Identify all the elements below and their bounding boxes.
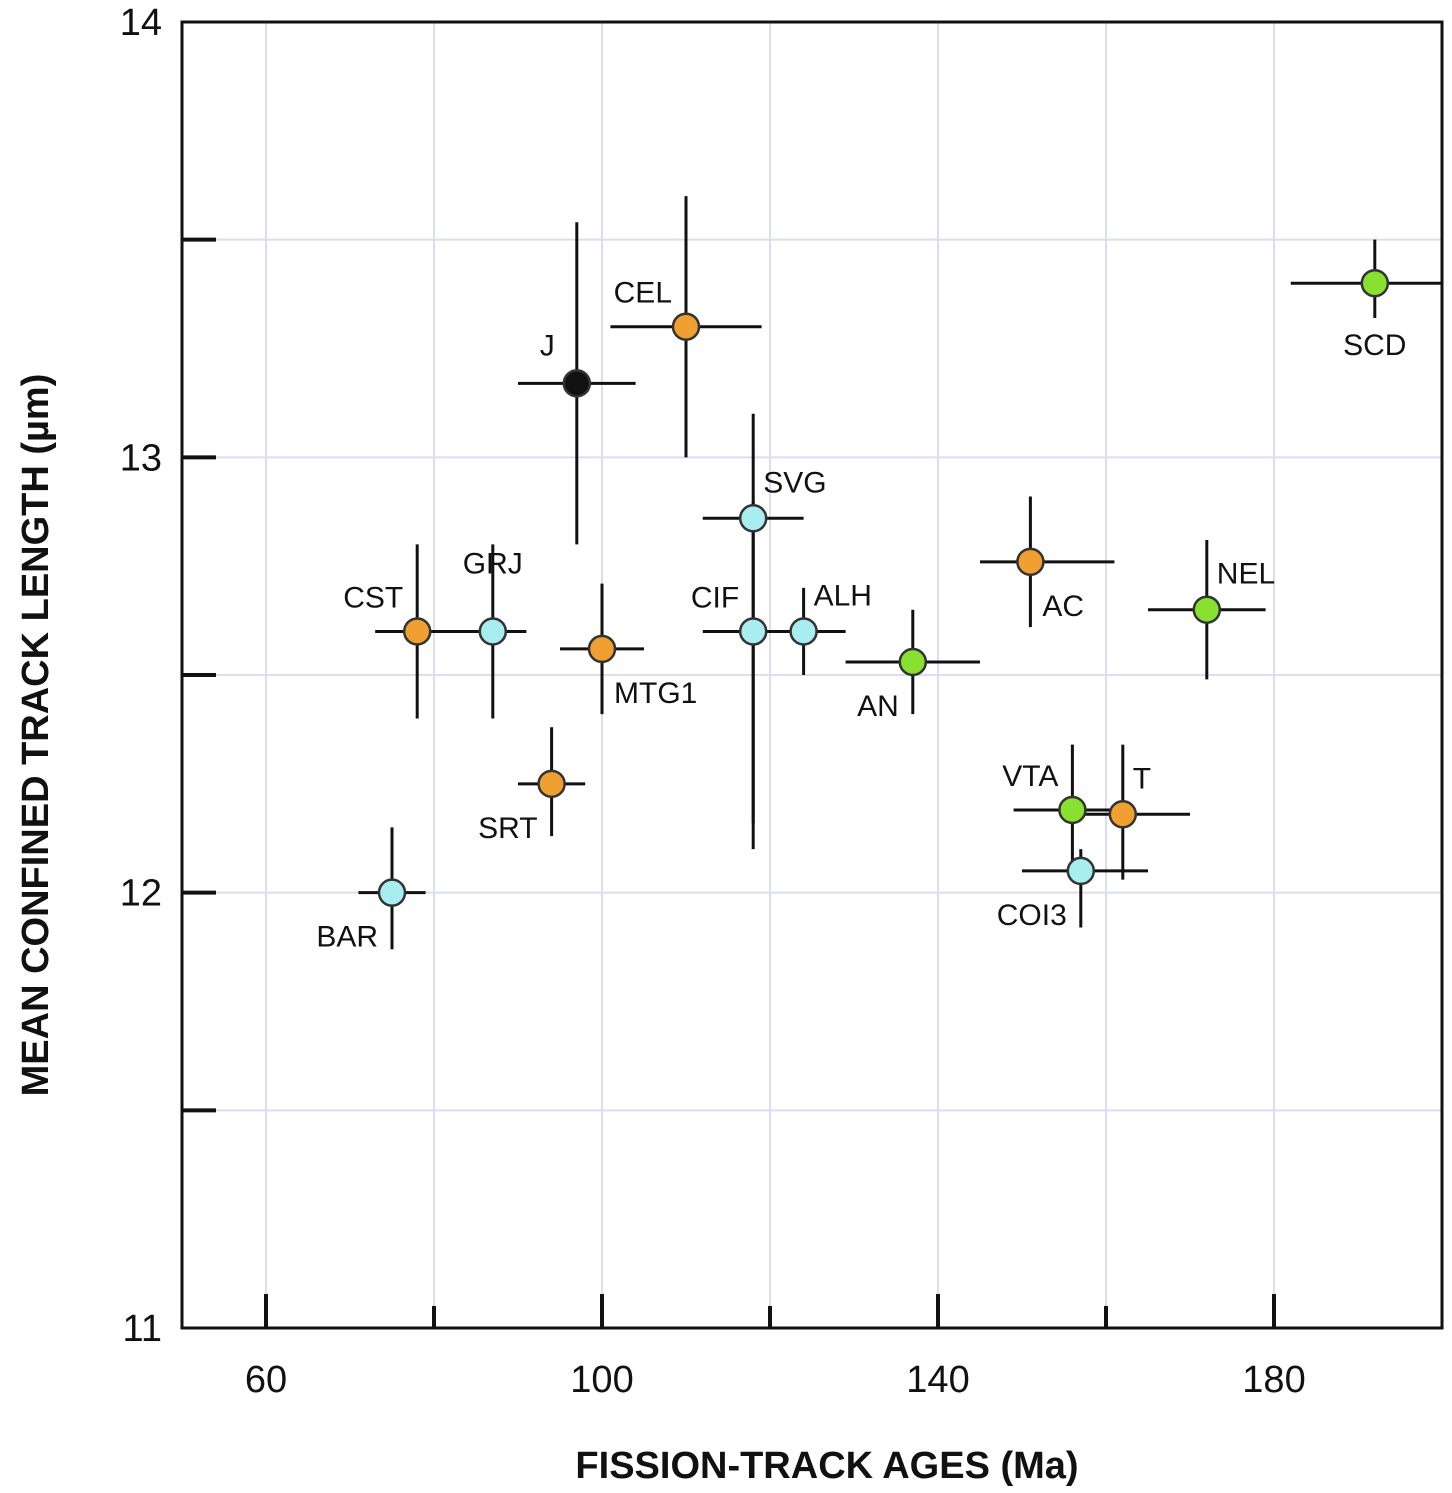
data-point (1016, 547, 1045, 577)
x-tick-label: 100 (570, 1359, 633, 1401)
point-label: ALH (814, 579, 872, 612)
y-axis-title: MEAN CONFINED TRACK LENGTH (µm) (15, 374, 57, 1097)
x-tick-label: 180 (1242, 1359, 1305, 1401)
point-label: J (540, 329, 555, 362)
tick-labels: 60 100 140 180 11 12 13 14 (120, 2, 1306, 1401)
point-label: SCD (1343, 329, 1406, 362)
point-label: SVG (763, 466, 826, 499)
point-label: COI3 (997, 899, 1067, 932)
axis-ticks (182, 237, 1276, 1328)
data-point (1108, 800, 1138, 829)
y-tick-label: 14 (120, 2, 162, 44)
data-point (1360, 268, 1390, 298)
data-point (537, 769, 566, 799)
x-tick-label: 60 (245, 1359, 287, 1401)
point-label: GRJ (463, 547, 523, 580)
point-label: AC (1042, 590, 1084, 623)
point-label: T (1133, 762, 1151, 795)
point-label: MTG1 (614, 677, 697, 710)
data-point (789, 617, 818, 646)
point-label: VTA (1002, 760, 1058, 793)
data-point (587, 634, 617, 664)
point-label: BAR (316, 921, 378, 954)
data-point (562, 369, 592, 398)
data-point (738, 504, 768, 533)
data-point (738, 617, 768, 646)
data-point (377, 878, 407, 907)
data-point (898, 647, 928, 677)
point-label: CST (343, 581, 403, 614)
point-label: CEL (614, 277, 672, 310)
point-label: NEL (1217, 558, 1275, 591)
data-markers (377, 268, 1390, 907)
y-tick-label: 11 (123, 1308, 162, 1350)
point-labels: SCD CEL J SVG AC NEL CST GRJ CIF ALH MTG1 AN SRT VTA T… (316, 277, 1406, 954)
y-tick-label: 12 (120, 873, 162, 915)
data-point (402, 617, 432, 646)
data-point (478, 617, 508, 646)
x-axis-title: FISSION-TRACK AGES (Ma) (575, 1445, 1078, 1487)
grid-lines (182, 22, 1442, 1328)
data-point (1066, 856, 1096, 886)
x-tick-label: 140 (906, 1359, 969, 1401)
data-point (1192, 595, 1222, 624)
data-point (1058, 795, 1087, 825)
y-tick-label: 13 (120, 437, 162, 479)
point-label: CIF (691, 581, 739, 614)
point-label: SRT (478, 812, 537, 845)
data-point (671, 312, 701, 341)
point-label: AN (857, 690, 899, 723)
